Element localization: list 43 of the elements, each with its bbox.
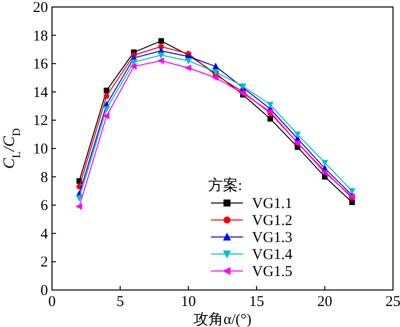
x-tick-label: 25 — [386, 294, 400, 310]
point — [157, 57, 164, 64]
x-tick-label: 10 — [180, 294, 196, 310]
x-tick-label: 20 — [317, 294, 332, 310]
y-tick-label: 8 — [40, 170, 48, 186]
x-axis-title: 攻角α/(°) — [193, 311, 252, 327]
point — [322, 160, 328, 166]
legend-label: VG1.5 — [252, 264, 292, 280]
point — [158, 38, 164, 44]
point — [103, 106, 110, 113]
point — [102, 112, 110, 120]
y-tick-label: 20 — [33, 0, 48, 16]
y-tick-label: 6 — [40, 198, 48, 214]
point — [76, 195, 83, 202]
point — [130, 59, 138, 66]
point — [212, 74, 218, 82]
legend-title: 方案: — [208, 177, 242, 194]
point — [158, 52, 164, 59]
point — [267, 116, 274, 122]
x-tick-label: 5 — [116, 294, 124, 310]
point — [185, 58, 192, 65]
y-tick-label: 0 — [40, 283, 48, 299]
y-tick-label: 16 — [33, 56, 48, 73]
legend-label: VG1.4 — [252, 247, 293, 263]
point — [348, 188, 356, 195]
y-tick-label: 10 — [33, 142, 48, 158]
y-tick-label: 4 — [40, 226, 48, 242]
legend-label: VG1.3 — [252, 230, 292, 246]
y-tick-label: 18 — [33, 28, 48, 44]
point — [75, 203, 82, 210]
y-tick-label: 2 — [40, 254, 48, 271]
y-tick-label: 14 — [33, 84, 48, 101]
point — [266, 102, 274, 108]
x-tick-label: 15 — [249, 294, 264, 310]
legend-label: VG1.2 — [252, 213, 292, 229]
point — [294, 132, 301, 138]
point — [184, 64, 192, 72]
point — [104, 93, 110, 99]
point — [104, 88, 110, 94]
point — [130, 63, 137, 70]
legend-label: VG1.1 — [252, 196, 292, 212]
point — [212, 62, 219, 70]
y-tick-label: 12 — [33, 113, 48, 130]
